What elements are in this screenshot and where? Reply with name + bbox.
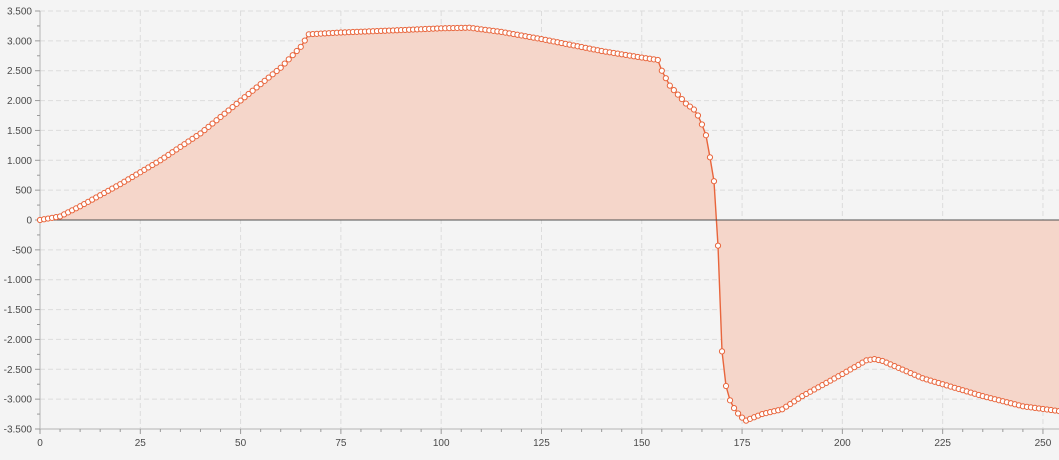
- data-point: [718, 348, 726, 355]
- data-point: [714, 242, 722, 249]
- data-point: [706, 154, 714, 161]
- data-point: [722, 382, 730, 390]
- series-markers: [36, 24, 1059, 424]
- data-point: [682, 100, 690, 107]
- x-tick-label: 50: [235, 438, 247, 449]
- x-tick-label: 150: [633, 438, 650, 449]
- data-point: [698, 121, 706, 128]
- y-tick-label: 1.500: [7, 126, 32, 137]
- x-tick-label: 250: [1035, 438, 1052, 449]
- data-point: [654, 56, 661, 64]
- y-tick-label: -1.500: [4, 305, 33, 316]
- data-point: [686, 103, 694, 110]
- data-point: [197, 130, 204, 137]
- y-tick-label: 3.500: [7, 7, 32, 18]
- y-tick-label: 0: [26, 216, 32, 227]
- data-point: [710, 178, 718, 185]
- data-point: [678, 95, 685, 103]
- x-tick-label: 175: [734, 438, 751, 449]
- data-point: [666, 82, 673, 89]
- data-point: [293, 47, 300, 55]
- data-point: [289, 52, 296, 59]
- y-tick-label: 2.500: [7, 66, 32, 77]
- x-tick-label: 100: [433, 438, 450, 449]
- data-point: [249, 87, 256, 94]
- data-point: [201, 127, 208, 134]
- data-point: [205, 123, 212, 130]
- data-point: [670, 87, 677, 94]
- data-point: [265, 74, 272, 81]
- x-tick-label: 125: [533, 438, 550, 449]
- data-point: [297, 43, 304, 50]
- y-tick-label: -2.000: [4, 335, 33, 346]
- data-point: [237, 97, 244, 104]
- data-point: [257, 81, 264, 88]
- data-point: [301, 37, 308, 44]
- y-tick-label: 2.000: [7, 96, 32, 107]
- y-tick-label: -3.500: [4, 425, 33, 436]
- y-tick-label: 3.000: [7, 36, 32, 47]
- y-tick-label: -2.500: [4, 365, 33, 376]
- data-point: [245, 90, 252, 98]
- data-point: [726, 397, 734, 404]
- data-point: [217, 113, 224, 121]
- data-point: [253, 84, 260, 91]
- data-point: [658, 67, 665, 74]
- data-point: [734, 410, 742, 417]
- data-point: [285, 56, 292, 63]
- data-point: [281, 60, 288, 67]
- data-point: [1055, 407, 1059, 415]
- data-point: [277, 64, 284, 71]
- data-point: [269, 71, 276, 78]
- x-tick-label: 200: [834, 438, 851, 449]
- data-point: [221, 110, 228, 117]
- data-point: [730, 405, 738, 412]
- data-point: [209, 120, 216, 127]
- x-tick-label: 75: [335, 438, 347, 449]
- data-point: [690, 106, 698, 113]
- data-point: [738, 414, 746, 421]
- data-point: [233, 100, 240, 107]
- data-point: [662, 75, 669, 82]
- x-tick-label: 25: [135, 438, 147, 449]
- y-tick-label: -3.000: [4, 395, 33, 406]
- data-point: [213, 117, 220, 124]
- data-point: [273, 67, 280, 75]
- data-point: [674, 91, 681, 98]
- y-tick-label: 500: [15, 186, 32, 197]
- y-tick-label: -1.000: [4, 275, 33, 286]
- data-point: [229, 104, 236, 111]
- data-point: [702, 132, 710, 139]
- data-point: [694, 112, 702, 119]
- y-tick-label: -500: [12, 245, 32, 256]
- data-point: [241, 94, 248, 101]
- x-tick-label: 0: [37, 438, 43, 449]
- y-tick-label: 1.000: [7, 156, 32, 167]
- area-fill: [40, 27, 1059, 421]
- x-tick-label: 225: [934, 438, 951, 449]
- data-point: [261, 77, 268, 84]
- data-point: [225, 107, 232, 114]
